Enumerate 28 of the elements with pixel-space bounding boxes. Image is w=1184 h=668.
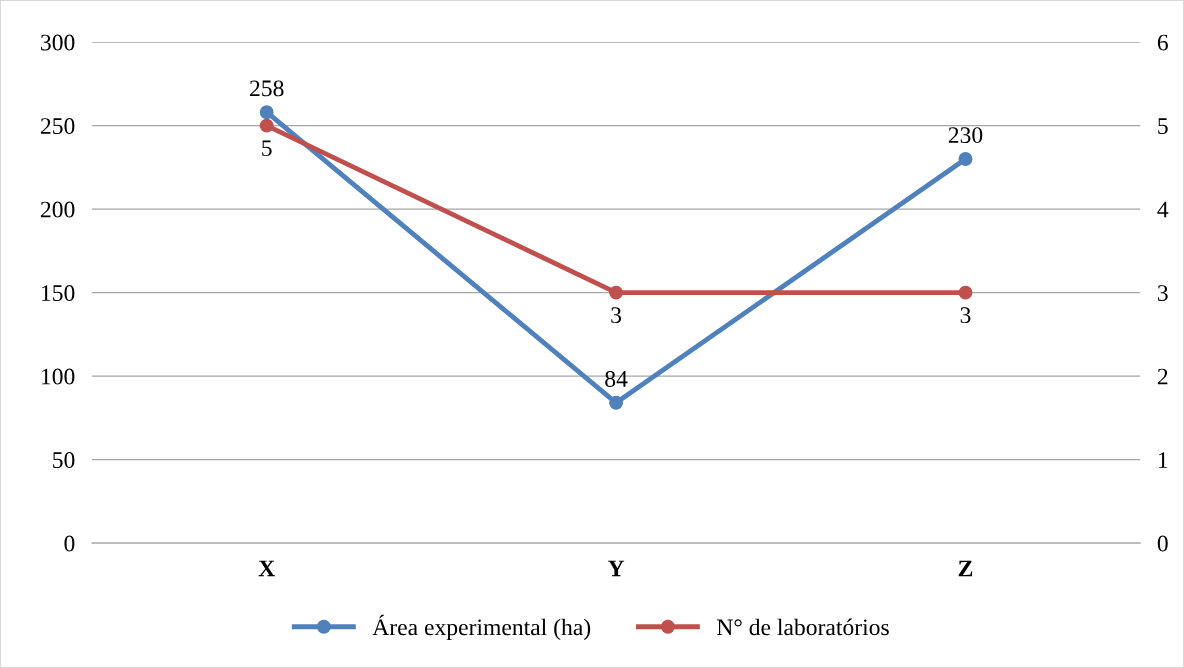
- x-tick-label: X: [258, 560, 275, 577]
- y2-tick-label: 5: [1158, 118, 1168, 135]
- x-tick-label: Z: [958, 560, 973, 577]
- data-label: 230: [948, 127, 983, 144]
- data-label: 258: [250, 80, 284, 97]
- x-tick-label: Y: [607, 560, 625, 577]
- y2-tick-label: 3: [1157, 285, 1168, 302]
- y-tick-label: 50: [53, 452, 75, 469]
- y-tick-label: 150: [41, 285, 75, 302]
- y-tick-label: 250: [40, 118, 75, 135]
- y2-tick-label: 6: [1157, 34, 1168, 51]
- data-label: 84: [605, 370, 628, 387]
- point: [259, 105, 274, 120]
- data-label: 5: [262, 140, 272, 157]
- y-tick-label: 0: [64, 535, 75, 552]
- y-tick-label: 300: [41, 34, 75, 51]
- data-label: 3: [611, 307, 622, 324]
- y2-tick-label: 4: [1157, 201, 1169, 218]
- y2-tick-label: 1: [1158, 452, 1168, 468]
- legend-label: Área experimental (ha): [372, 614, 591, 641]
- point: [958, 152, 973, 166]
- data-label: 3: [960, 307, 971, 324]
- y-tick-label: 200: [40, 201, 75, 218]
- y-tick-label: 100: [41, 368, 75, 385]
- y2-tick-label: 2: [1157, 368, 1168, 385]
- y2-tick-label: 0: [1157, 535, 1168, 552]
- point: [609, 395, 624, 410]
- legend-label: N° de laboratórios: [717, 618, 889, 636]
